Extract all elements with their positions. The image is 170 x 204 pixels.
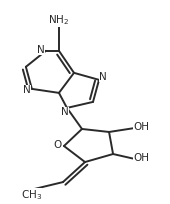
Text: NH$_2$: NH$_2$ (48, 13, 70, 27)
Text: N: N (37, 45, 45, 55)
Text: N: N (61, 107, 69, 117)
Text: O: O (54, 140, 62, 150)
Text: OH: OH (133, 122, 149, 132)
Text: OH: OH (133, 153, 149, 163)
Text: N: N (99, 72, 107, 82)
Text: N: N (23, 85, 31, 95)
Text: CH$_3$: CH$_3$ (21, 188, 42, 202)
